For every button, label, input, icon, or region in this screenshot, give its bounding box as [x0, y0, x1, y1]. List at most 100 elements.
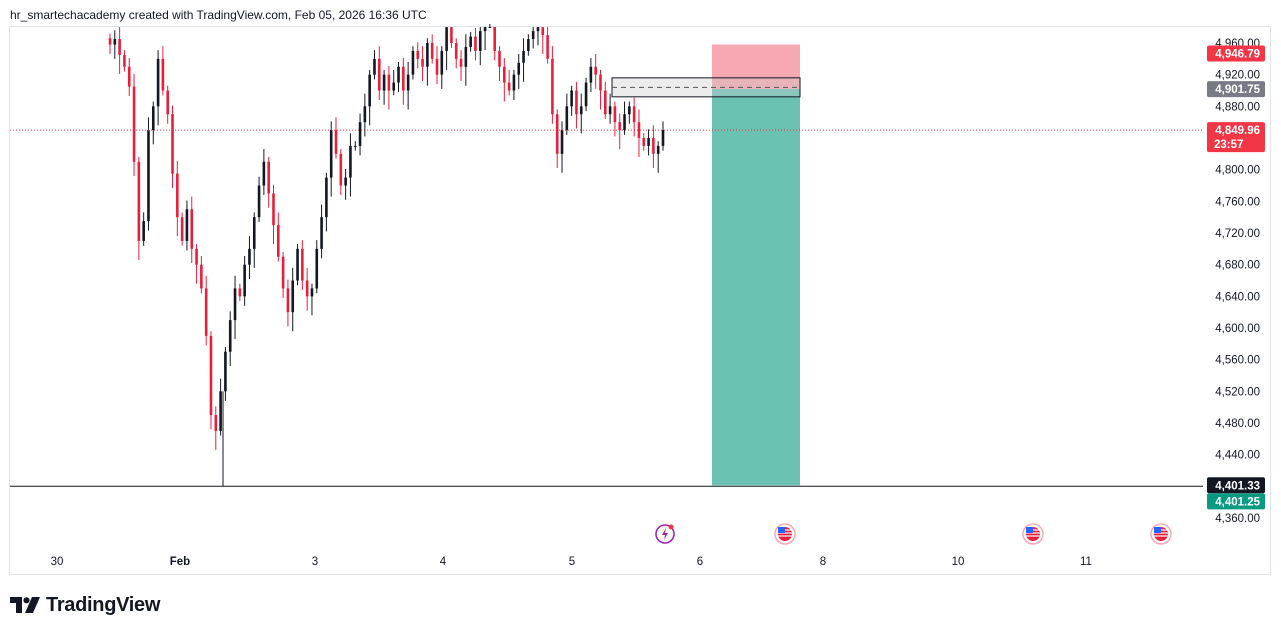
event-dot — [668, 524, 674, 530]
candle-body — [373, 58, 376, 75]
candle-body — [301, 248, 304, 281]
us-flag-icon[interactable] — [1022, 523, 1044, 545]
candle-body — [402, 66, 405, 91]
entry-price-badge-bg — [1207, 81, 1265, 98]
candle-body — [584, 82, 588, 107]
candle-body — [416, 50, 420, 59]
entry-price-badge: 4,901.75 — [1215, 84, 1260, 96]
y-tick-label: 4,880.00 — [1215, 101, 1260, 113]
candle-body — [579, 106, 583, 115]
candle-body — [176, 173, 179, 218]
candle-body — [503, 66, 506, 83]
candle-body — [214, 415, 218, 431]
y-tick-label: 4,440.00 — [1215, 450, 1260, 462]
y-tick-label: 4,360.00 — [1215, 513, 1260, 525]
candle-body — [599, 74, 602, 91]
candle-body — [320, 217, 323, 249]
tradingview-logo[interactable]: TradingView — [10, 592, 160, 618]
x-tick-label: 4 — [440, 556, 447, 568]
candle-body — [108, 38, 112, 45]
candle-body — [267, 161, 270, 194]
candle-body — [387, 74, 391, 91]
us-flag-icon[interactable] — [1150, 523, 1172, 545]
candle-body — [305, 280, 309, 297]
y-tick-label: 4,920.00 — [1215, 70, 1260, 82]
y-tick-label: 4,640.00 — [1215, 291, 1260, 303]
candle-body — [156, 58, 160, 107]
candle-body — [589, 66, 593, 83]
candle-body — [555, 114, 559, 154]
candle-body — [440, 50, 444, 75]
candle-body — [353, 145, 357, 147]
candle-body — [426, 43, 429, 67]
tradingview-logo-icon — [10, 597, 40, 613]
chart-frame[interactable] — [9, 26, 1271, 575]
current-price-badge: 4,849.96 — [1215, 125, 1260, 137]
candle-body — [411, 50, 415, 75]
candle-body — [363, 106, 367, 123]
candle-body — [570, 90, 573, 107]
support-price-badge: 4,401.33 — [1215, 480, 1260, 492]
candle-body — [623, 114, 626, 131]
lightning-glyph — [662, 528, 668, 540]
candle-body — [344, 177, 347, 186]
stop-loss-zone — [712, 44, 800, 90]
candle-body — [603, 90, 607, 115]
candle-body — [560, 130, 564, 154]
y-tick-label: 4,480.00 — [1215, 418, 1260, 430]
chart-attribution: hr_smartechacademy created with TradingV… — [10, 8, 427, 22]
candle-body — [445, 27, 448, 51]
candle-body — [257, 185, 261, 218]
stop-price-badge: 4,946.79 — [1215, 48, 1260, 60]
candle-body — [594, 66, 597, 75]
candle-body — [334, 130, 338, 154]
candle-body — [469, 36, 472, 47]
candle-body — [551, 58, 554, 115]
stop-price-badge-bg — [1207, 45, 1265, 62]
candle-body — [142, 221, 145, 241]
y-tick-label: 4,680.00 — [1215, 260, 1260, 272]
candle-body — [628, 106, 631, 115]
x-tick-label: 11 — [1080, 556, 1092, 568]
take-profit-zone — [712, 89, 800, 486]
candle-body — [248, 248, 251, 265]
candle-body — [161, 58, 165, 91]
candle-body — [536, 27, 540, 32]
candlestick-series — [108, 24, 665, 487]
target-price-badge: 4,401.25 — [1215, 496, 1260, 508]
candle-body — [113, 39, 117, 45]
candle-body — [329, 130, 333, 178]
candle-body — [200, 264, 203, 289]
candle-body — [637, 122, 641, 138]
candle-body — [632, 106, 636, 123]
candle-body — [565, 106, 569, 131]
time-axis: 30 Feb 3 4 5 6 8 10 11 — [51, 556, 1092, 568]
candle-body — [238, 288, 242, 297]
candle-body — [507, 82, 511, 91]
candle-body — [233, 288, 237, 321]
y-tick-label: 4,600.00 — [1215, 323, 1260, 335]
candle-body — [474, 36, 477, 51]
candle-body — [228, 320, 232, 352]
current-price-badge-countdown: 23:57 — [1214, 139, 1243, 151]
tradingview-brand: TradingView — [46, 593, 161, 616]
candle-body — [541, 27, 545, 36]
us-flag-icon[interactable] — [774, 523, 796, 545]
candle-body — [656, 145, 660, 154]
candle-body — [151, 106, 155, 131]
candle-body — [291, 280, 295, 313]
candle-body — [243, 264, 246, 297]
candle-body — [618, 122, 622, 131]
x-tick-label: 3 — [312, 556, 318, 568]
candle-body — [392, 82, 396, 91]
flag-canton — [1154, 527, 1161, 533]
target-price-badge-bg — [1207, 493, 1265, 510]
candle-body — [272, 193, 275, 226]
candle-body — [498, 50, 501, 67]
x-tick-label: Feb — [170, 556, 190, 568]
candle-body — [262, 161, 266, 186]
candle-body — [527, 39, 530, 51]
candle-body — [204, 288, 208, 336]
event-icon[interactable] — [655, 524, 675, 544]
